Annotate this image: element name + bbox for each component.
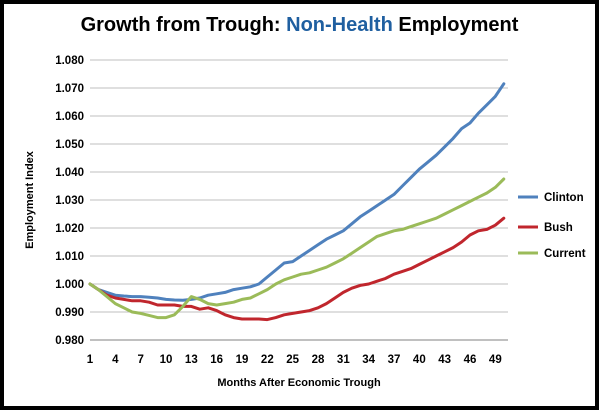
legend-label-clinton: Clinton bbox=[544, 192, 584, 204]
y-tick-label: 1.040 bbox=[55, 167, 84, 179]
y-tick-label: 0.980 bbox=[55, 335, 84, 347]
y-tick-labels: 0.980 0.990 1.000 1.010 1.020 1.030 1.040 1.050… bbox=[55, 55, 84, 347]
x-tick-label: 4 bbox=[112, 354, 119, 366]
legend: Clinton Bush Current bbox=[518, 192, 586, 260]
series-lines bbox=[88, 82, 506, 322]
x-tick-label: 10 bbox=[160, 354, 173, 366]
y-tick-label: 1.000 bbox=[55, 279, 84, 291]
title-part-1: Growth from Trough: bbox=[80, 14, 281, 36]
legend-label-bush: Bush bbox=[544, 222, 573, 234]
x-tick-label: 43 bbox=[438, 354, 451, 366]
y-axis-label: Employment Index bbox=[24, 150, 36, 249]
x-tick-label: 46 bbox=[464, 354, 477, 366]
x-tick-label: 16 bbox=[210, 354, 223, 366]
y-tick-label: 1.080 bbox=[55, 55, 84, 67]
series-line-current bbox=[88, 177, 506, 320]
legend-label-current: Current bbox=[544, 248, 586, 260]
y-tick-label: 1.050 bbox=[55, 139, 84, 151]
y-tick-label: 1.030 bbox=[55, 195, 84, 207]
x-tick-label: 37 bbox=[388, 354, 401, 366]
x-tick-label: 49 bbox=[489, 354, 502, 366]
title-part-3: Employment bbox=[398, 14, 519, 36]
x-tick-label: 28 bbox=[312, 354, 325, 366]
x-tick-label: 22 bbox=[261, 354, 274, 366]
x-tick-labels: 1 4 7 10 13 16 19 22 25 28 31 34 37 40 43 46 49 bbox=[87, 354, 502, 366]
y-tick-label: 1.020 bbox=[55, 223, 84, 235]
x-tick-label: 31 bbox=[337, 354, 350, 366]
y-tick-label: 1.070 bbox=[55, 83, 84, 95]
x-tick-label: 13 bbox=[185, 354, 198, 366]
x-tick-label: 7 bbox=[137, 354, 143, 366]
x-tick-label: 40 bbox=[413, 354, 426, 366]
y-tick-label: 1.010 bbox=[55, 251, 84, 263]
x-tick-label: 25 bbox=[286, 354, 299, 366]
y-tick-label: 0.990 bbox=[55, 307, 84, 319]
x-tick-label: 34 bbox=[362, 354, 375, 366]
x-axis-label: Months After Economic Trough bbox=[217, 377, 381, 389]
grid-lines bbox=[90, 59, 508, 313]
series-line-bush bbox=[88, 216, 506, 322]
title-part-2: Non-Health bbox=[286, 14, 393, 36]
x-tick-label: 19 bbox=[236, 354, 249, 366]
series-line-clinton bbox=[88, 82, 506, 302]
y-tick-label: 1.060 bbox=[55, 111, 84, 123]
x-tick-label: 1 bbox=[87, 354, 94, 366]
chart-title: Growth from Trough: Non-Health Employmen… bbox=[4, 14, 595, 37]
